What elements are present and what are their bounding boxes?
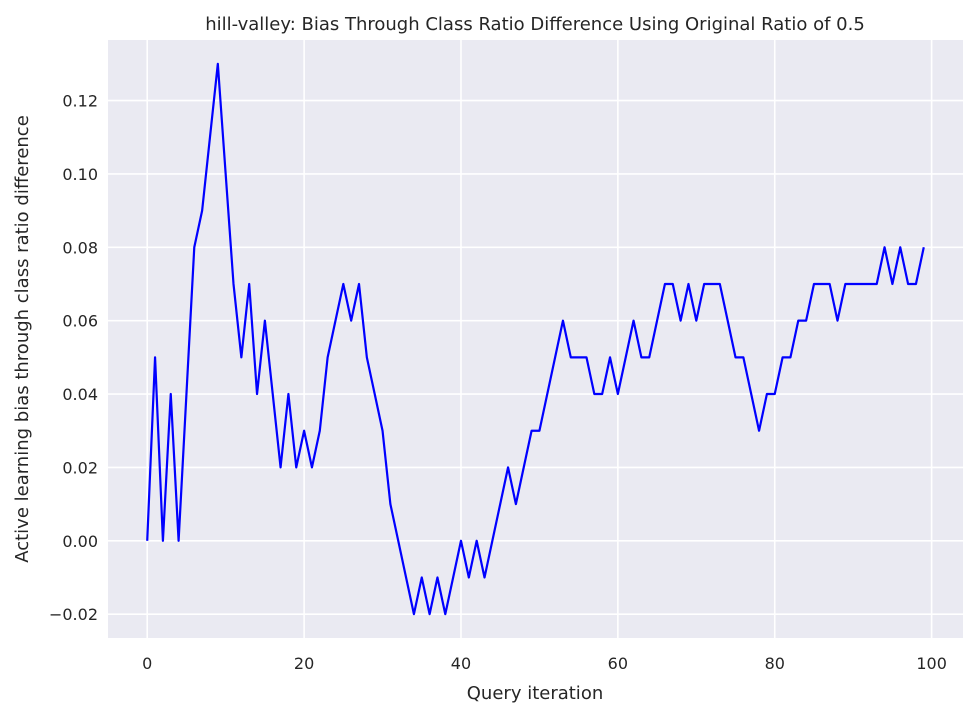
plot-background <box>108 40 963 638</box>
y-tick-label: 0.08 <box>62 238 98 257</box>
y-tick-labels: −0.02 0.00 0.02 0.04 0.06 0.08 0.10 0.12 <box>49 92 98 625</box>
y-axis-title: Active learning bias through class ratio… <box>12 115 33 563</box>
x-tick-label: 60 <box>608 654 628 673</box>
x-tick-labels: 0 20 40 60 80 100 <box>142 654 947 673</box>
x-tick-label: 40 <box>451 654 471 673</box>
chart-title: hill-valley: Bias Through Class Ratio Di… <box>205 14 865 35</box>
grid-lines <box>108 40 963 638</box>
x-tick-label: 20 <box>294 654 314 673</box>
x-tick-label: 0 <box>142 654 152 673</box>
y-tick-label: 0.00 <box>62 532 98 551</box>
y-tick-label: 0.10 <box>62 165 98 184</box>
y-tick-label: −0.02 <box>49 605 98 624</box>
x-tick-label: 100 <box>916 654 947 673</box>
y-tick-label: 0.12 <box>62 92 98 111</box>
series-lines <box>146 62 925 616</box>
series-line <box>146 62 925 616</box>
x-tick-label: 80 <box>765 654 785 673</box>
y-tick-label: 0.06 <box>62 312 98 331</box>
x-axis-title: Query iteration <box>467 683 603 704</box>
y-tick-label: 0.04 <box>62 385 98 404</box>
y-tick-label: 0.02 <box>62 458 98 477</box>
